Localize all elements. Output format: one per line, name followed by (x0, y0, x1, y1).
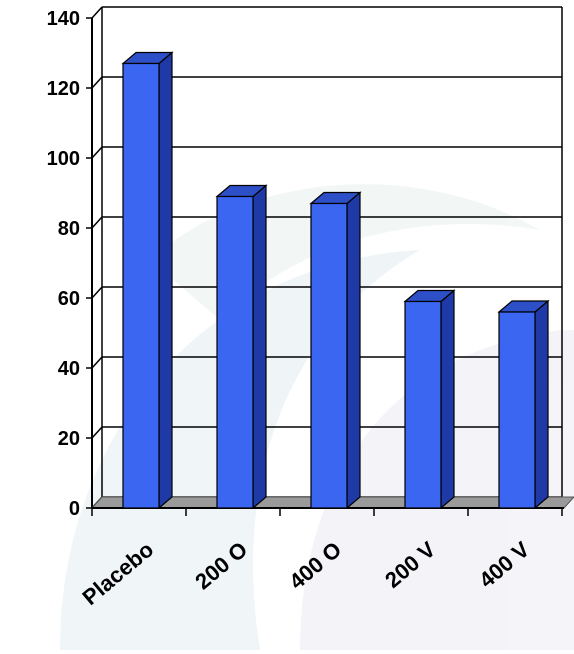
bars (121, 51, 550, 510)
bar-front (122, 62, 160, 509)
bar-front (498, 311, 536, 509)
gridline-depth (91, 426, 103, 439)
y-tick-label: 60 (58, 288, 80, 310)
bar (121, 51, 174, 510)
bar-front (216, 195, 254, 509)
y-tick-label: 120 (47, 78, 80, 100)
y-tick-labels: 0 20 40 60 80 100 120 140 (47, 8, 80, 520)
gridline-depth (91, 286, 103, 299)
y-tick-label: 80 (58, 218, 80, 240)
bar-side (346, 191, 361, 510)
gridline-depth (91, 356, 103, 369)
y-tick-label: 0 (69, 498, 80, 520)
bar (309, 191, 362, 510)
bar (403, 289, 456, 510)
bar-front (404, 300, 442, 509)
y-tick-label: 40 (58, 358, 80, 380)
bar-side (534, 299, 549, 510)
gridline-depth (91, 146, 103, 159)
gridline-depth (91, 76, 103, 89)
bar-side (252, 184, 267, 510)
bar-side (440, 289, 455, 510)
y-tick-label: 20 (58, 428, 80, 450)
gridline-depth (91, 6, 103, 19)
bar (215, 184, 268, 510)
bar-side (158, 51, 173, 510)
bar-front (310, 202, 348, 509)
y-tick-label: 140 (47, 8, 80, 30)
y-tick-label: 100 (47, 148, 80, 170)
gridline-depth (91, 216, 103, 229)
bar (497, 299, 550, 510)
